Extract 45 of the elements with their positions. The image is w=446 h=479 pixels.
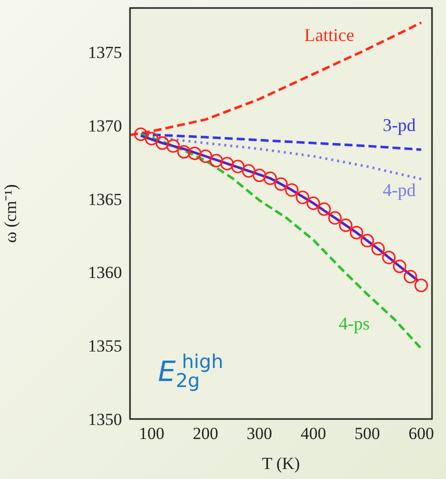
point [274, 177, 288, 191]
point [296, 190, 310, 204]
point [350, 226, 364, 240]
series-label: Lattice [304, 24, 354, 45]
y-tick-label: 1360 [88, 263, 122, 282]
point [317, 202, 331, 216]
series-label: 4-pd [382, 180, 416, 200]
point [263, 172, 277, 186]
point [252, 168, 266, 182]
point [220, 156, 234, 170]
series-label: 3-pd [382, 114, 416, 135]
point [188, 146, 202, 160]
point [198, 150, 212, 164]
point [414, 278, 428, 292]
point [177, 145, 191, 159]
y-tick-label: 1370 [88, 116, 122, 136]
point [371, 242, 385, 256]
point [134, 127, 148, 141]
point [242, 164, 256, 178]
point [360, 234, 374, 248]
x-tick-label: 200 [192, 424, 218, 444]
y-tick-label: 1355 [88, 336, 122, 356]
x-tick-label: 100 [138, 424, 164, 444]
point [231, 160, 245, 174]
point [306, 196, 320, 210]
x-tick-label: 600 [408, 424, 434, 444]
y-axis-title: ω (cm⁻¹) [1, 184, 20, 243]
point [210, 154, 224, 168]
y-tick-label: 1375 [88, 43, 122, 62]
y-tick-label: 1365 [88, 190, 122, 209]
point [156, 136, 170, 150]
point [166, 139, 180, 153]
point [328, 211, 342, 225]
x-tick-label: 400 [300, 424, 326, 444]
point [338, 218, 352, 232]
x-tick-label: 300 [246, 424, 272, 444]
x-axis-title: T (K) [262, 454, 300, 473]
point [144, 132, 158, 146]
x-tick-label: 500 [354, 424, 380, 444]
point [285, 183, 299, 197]
series-label: 4-ps [338, 314, 370, 334]
y-tick-label: 1350 [88, 410, 122, 430]
point [392, 260, 406, 274]
point [382, 250, 396, 264]
point [404, 270, 418, 284]
